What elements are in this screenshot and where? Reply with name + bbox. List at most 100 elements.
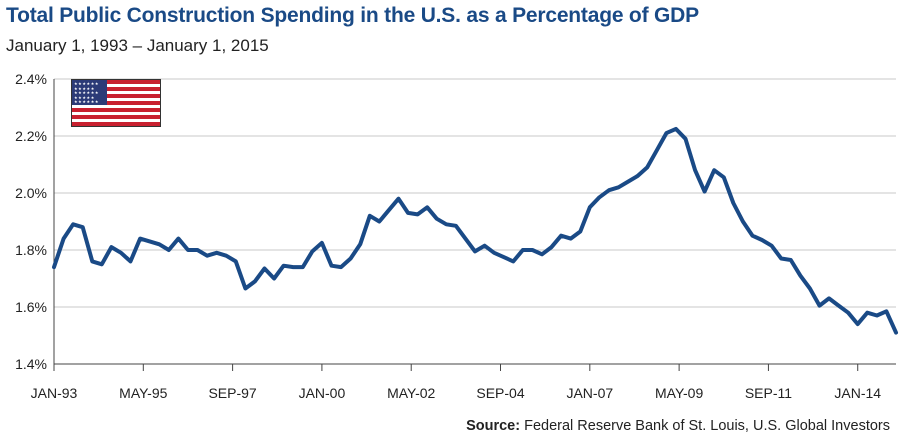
- x-tick-label: SEP-04: [476, 385, 524, 401]
- data-point: [464, 238, 466, 240]
- data-point: [876, 315, 878, 316]
- data-point: [665, 132, 667, 134]
- data-point: [101, 263, 103, 265]
- data-point: [522, 249, 524, 251]
- data-point: [637, 175, 639, 177]
- y-tick-labels: 1.4% 1.6% 1.8% 2.0% 2.2% 2.4%: [15, 71, 47, 372]
- data-point: [359, 243, 361, 245]
- data-point: [283, 265, 285, 267]
- x-tick-label: MAY-09: [655, 385, 703, 401]
- chart-title: Total Public Construction Spending in th…: [6, 4, 699, 27]
- data-point: [388, 209, 390, 211]
- data-point: [120, 252, 122, 254]
- data-point: [331, 265, 332, 267]
- data-point: [63, 238, 65, 240]
- y-tick-label: 1.8%: [15, 242, 47, 258]
- data-point: [627, 181, 629, 183]
- data-point: [292, 266, 294, 268]
- data-point: [197, 249, 198, 251]
- data-point: [885, 310, 887, 312]
- data-point: [235, 260, 237, 262]
- flag-stripe: [72, 108, 160, 113]
- data-point: [819, 305, 820, 307]
- data-point: [608, 189, 610, 191]
- flag-stripe: [72, 97, 160, 102]
- data-point: [311, 250, 313, 252]
- flag-stripe: [72, 118, 160, 123]
- data-point: [407, 212, 409, 214]
- data-point: [780, 258, 782, 259]
- data-point: [91, 260, 93, 262]
- data-point: [589, 206, 591, 208]
- data-point: [426, 206, 428, 208]
- data-point: [838, 305, 840, 307]
- x-tick-label: JAN-14: [834, 385, 881, 401]
- source-label: Source:: [466, 418, 521, 434]
- data-point: [656, 149, 658, 151]
- data-point: [340, 266, 342, 268]
- data-point: [264, 268, 265, 269]
- data-point: [771, 245, 773, 247]
- data-point: [378, 221, 380, 222]
- data-point: [570, 238, 572, 240]
- data-point: [445, 223, 447, 225]
- x-tick-label: JAN-07: [566, 385, 613, 401]
- data-point: [455, 225, 457, 227]
- data-point: [149, 240, 151, 242]
- data-point: [685, 138, 686, 140]
- data-point: [895, 332, 897, 334]
- flag-stripe: [72, 101, 160, 105]
- x-tick-label: MAY-95: [119, 385, 167, 401]
- x-tick-label: SEP-97: [208, 385, 256, 401]
- source-note: Source: Federal Reserve Bank of St. Loui…: [466, 418, 890, 434]
- series: [52, 126, 898, 335]
- y-tick-label: 2.0%: [15, 185, 47, 201]
- axes: [53, 79, 896, 371]
- flag-stripe: [72, 122, 160, 126]
- data-point: [130, 260, 131, 262]
- data-point: [369, 215, 371, 217]
- data-point: [53, 266, 55, 268]
- data-point: [110, 246, 112, 248]
- data-point: [742, 221, 744, 222]
- data-point: [704, 191, 706, 193]
- data-point: [828, 297, 830, 299]
- data-point: [512, 260, 514, 262]
- data-point: [168, 249, 170, 251]
- data-point: [579, 231, 581, 232]
- data-point: [723, 176, 725, 178]
- flag-stars: ★★★★★★ ★★★★★ ★★★★★★ ★★★★★ ★★★★★★: [74, 81, 100, 104]
- data-point: [713, 169, 715, 171]
- data-point: [866, 312, 868, 314]
- data-point: [244, 288, 246, 289]
- data-point: [790, 259, 792, 261]
- data-point: [531, 249, 533, 251]
- data-point: [302, 266, 304, 268]
- data-point: [618, 186, 619, 188]
- data-point: [598, 196, 600, 198]
- us-flag-icon: ★★★★★★ ★★★★★ ★★★★★★ ★★★★★ ★★★★★★: [71, 79, 161, 127]
- data-point: [560, 235, 562, 237]
- data-point: [752, 235, 753, 237]
- data-point: [436, 218, 438, 220]
- data-point: [398, 198, 399, 200]
- data-point: [139, 238, 141, 240]
- data-point: [809, 288, 811, 289]
- x-tick-label: SEP-11: [745, 385, 792, 401]
- data-point: [732, 202, 734, 204]
- flag-stripe: [72, 80, 160, 84]
- y-tick-label: 1.4%: [15, 356, 47, 372]
- data-point: [187, 249, 189, 251]
- chart-subtitle: January 1, 1993 – January 1, 2015: [6, 36, 269, 55]
- flag-stripe: [72, 90, 160, 95]
- data-point: [484, 245, 486, 247]
- data-point: [503, 256, 505, 258]
- data-point: [857, 323, 859, 325]
- data-point: [321, 242, 323, 244]
- series-line: [52, 126, 898, 335]
- flag-stripe: [72, 83, 160, 88]
- flag-stripe: [72, 115, 160, 120]
- flag-stripe: [72, 104, 160, 109]
- data-point: [254, 280, 256, 282]
- data-point: [216, 252, 218, 254]
